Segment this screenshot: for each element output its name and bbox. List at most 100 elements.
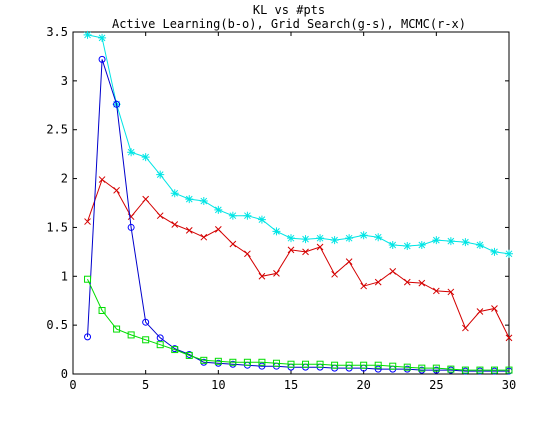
data-point-cyan-star <box>243 211 252 220</box>
data-point-red-x <box>84 218 91 225</box>
data-point-blue-circle <box>142 318 150 326</box>
data-point-cyan-star <box>170 189 179 198</box>
data-point-green-square <box>127 331 135 339</box>
data-point-green-square <box>156 341 164 349</box>
data-point-green-square <box>360 361 368 369</box>
data-point-green-square <box>200 356 208 364</box>
data-point-blue-circle <box>258 362 266 370</box>
data-point-green-square <box>84 275 92 283</box>
data-point-cyan-star <box>156 170 165 179</box>
data-point-blue-circle <box>156 334 164 342</box>
data-point-red-x <box>142 195 150 203</box>
data-point-red-x <box>229 240 237 248</box>
x-tick-label: 25 <box>429 378 443 392</box>
data-point-green-square <box>345 361 353 369</box>
data-point-green-square <box>374 361 382 369</box>
data-point-red-x <box>185 227 193 234</box>
data-point-red-x <box>418 279 426 287</box>
chart-title: KL vs #pts <box>253 3 325 17</box>
data-point-red-x <box>403 278 411 286</box>
x-tick-label: 15 <box>284 378 298 392</box>
series-line-red-x <box>87 178 510 339</box>
y-tick-label: 0 <box>61 367 68 381</box>
data-point-green-square <box>461 366 469 374</box>
data-point-cyan-star <box>127 148 136 157</box>
data-point-red-x <box>476 308 484 315</box>
series-red-x <box>84 176 513 342</box>
data-point-cyan-star <box>359 231 368 240</box>
series-green-square <box>84 275 513 374</box>
series-line-green-square <box>87 278 509 371</box>
data-point-red-x <box>287 246 295 254</box>
data-point-cyan-star <box>316 234 325 243</box>
axes-box <box>72 31 510 375</box>
data-point-red-x <box>258 272 266 280</box>
series-cyan-star <box>83 30 513 258</box>
data-point-green-square <box>142 336 150 344</box>
series-blue-circle <box>84 55 513 375</box>
data-point-cyan-star <box>199 197 208 206</box>
data-point-cyan-star <box>98 33 107 42</box>
data-point-red-x <box>331 270 338 278</box>
data-point-blue-circle <box>98 55 106 63</box>
data-point-red-x <box>127 213 135 221</box>
data-point-cyan-star <box>403 241 412 250</box>
data-point-blue-circle <box>113 100 121 108</box>
x-tick-label: 20 <box>356 378 370 392</box>
y-tick-label: 1.5 <box>46 220 68 234</box>
data-point-green-square <box>113 325 121 333</box>
data-point-red-x <box>491 305 498 312</box>
x-tick-label: 0 <box>69 378 76 392</box>
data-point-green-square <box>389 362 397 370</box>
data-point-red-x <box>156 212 164 220</box>
data-point-green-square <box>243 358 251 366</box>
data-point-red-x <box>316 243 324 251</box>
data-point-red-x <box>505 334 513 342</box>
chart-subtitle: Active Learning(b-o), Grid Search(g-s), … <box>112 17 466 31</box>
data-point-green-square <box>98 306 106 314</box>
data-point-cyan-star <box>461 238 470 247</box>
data-point-cyan-star <box>257 215 266 224</box>
x-tick-label: 30 <box>502 378 516 392</box>
data-point-cyan-star <box>446 237 455 246</box>
data-point-green-square <box>229 358 237 366</box>
data-point-green-square <box>447 365 455 373</box>
data-point-cyan-star <box>388 241 397 250</box>
data-point-red-x <box>171 221 179 228</box>
y-tick-label: 2 <box>61 172 68 186</box>
data-point-red-x <box>360 282 368 290</box>
data-point-green-square <box>185 351 193 359</box>
data-point-red-x <box>200 233 208 241</box>
data-point-cyan-star <box>272 227 281 236</box>
x-tick-label: 10 <box>211 378 225 392</box>
data-point-blue-circle <box>84 333 92 341</box>
data-point-red-x <box>389 268 397 275</box>
data-point-cyan-star <box>432 236 441 245</box>
y-tick-label: 0.5 <box>46 318 68 332</box>
data-point-cyan-star <box>374 233 383 242</box>
data-point-cyan-star <box>214 205 223 214</box>
data-point-red-x <box>447 288 455 296</box>
data-point-red-x <box>374 278 382 286</box>
data-point-green-square <box>418 364 426 372</box>
data-point-red-x <box>98 176 106 183</box>
data-point-red-x <box>214 226 222 233</box>
data-point-cyan-star <box>490 247 499 256</box>
data-point-red-x <box>113 186 120 194</box>
data-point-green-square <box>272 359 280 367</box>
data-point-green-square <box>505 366 513 374</box>
data-point-blue-circle <box>127 223 135 231</box>
data-point-green-square <box>214 357 222 365</box>
data-point-cyan-star <box>475 241 484 250</box>
data-point-cyan-star <box>83 30 92 39</box>
data-point-red-x <box>273 270 280 277</box>
data-point-green-square <box>403 363 411 371</box>
data-point-cyan-star <box>287 234 295 243</box>
data-point-cyan-star <box>330 236 339 245</box>
data-point-green-square <box>287 360 295 368</box>
plot-area: 0 5 10 15 20 25 30 0 0.5 1 1.5 2 2.5 3 3.5 <box>46 25 516 392</box>
y-tick-label: 3 <box>61 74 68 88</box>
data-point-green-square <box>490 366 498 374</box>
